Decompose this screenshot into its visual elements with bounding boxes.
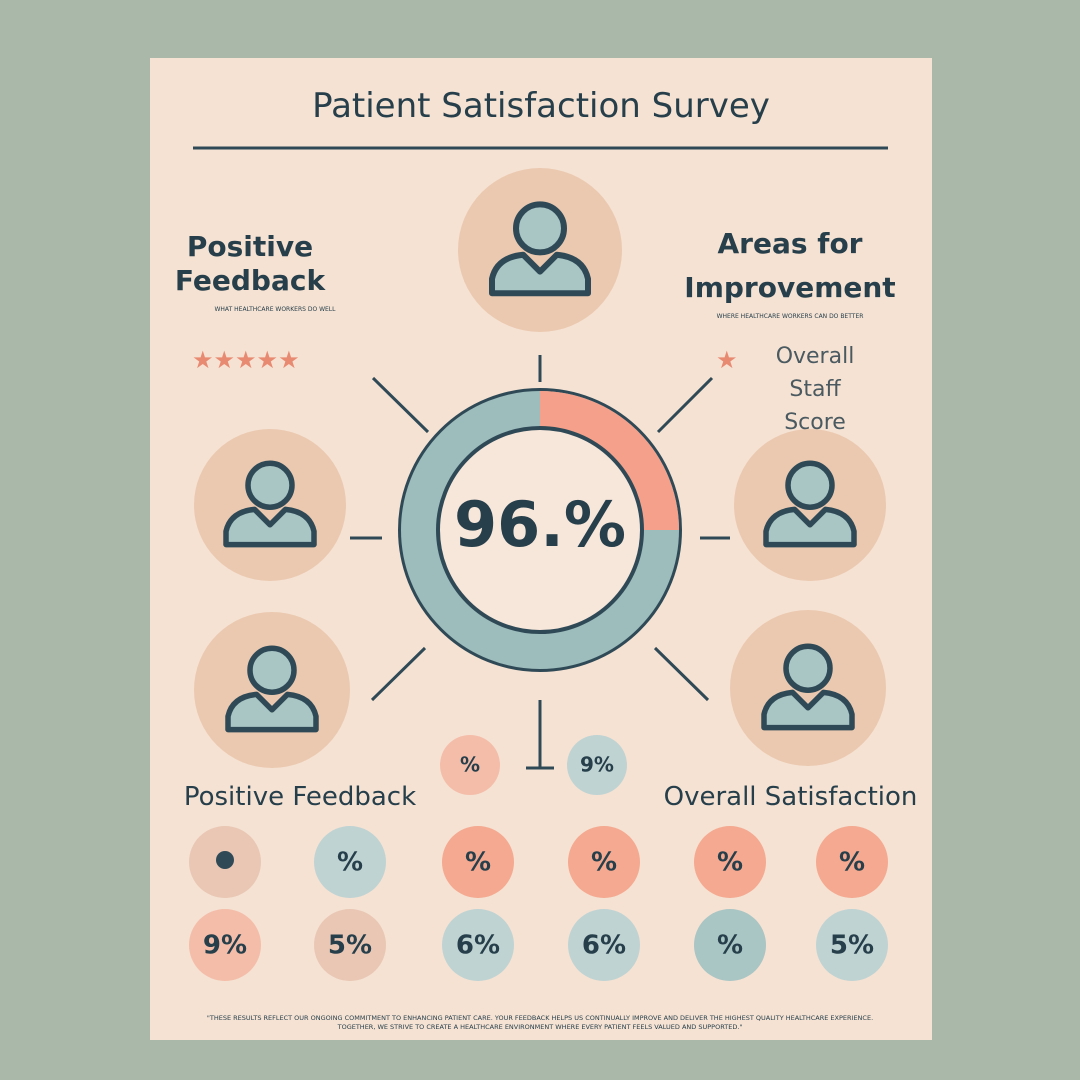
section-label: Overall Satisfaction <box>663 782 918 812</box>
svg-text:★★★★★: ★★★★★ <box>192 346 300 374</box>
staff-score-label: Overall Staff Score <box>775 344 855 435</box>
badge-label: % <box>717 931 743 961</box>
positive-subheading: WHAT HEALTHCARE WORKERS DO WELL <box>214 306 336 313</box>
badge <box>314 826 386 898</box>
improvement-heading: Areas for Improvement <box>684 227 896 304</box>
badge-label: 6% <box>456 931 500 961</box>
badge-label: % <box>337 848 363 878</box>
badge-label: 6% <box>582 931 626 961</box>
footer-note: "THESE RESULTS REFLECT OUR ONGOING COMMI… <box>206 1014 874 1031</box>
badge <box>568 826 640 898</box>
donut <box>398 388 682 672</box>
badge <box>314 909 386 981</box>
badge <box>189 909 261 981</box>
improvement-subheading: WHERE HEALTHCARE WORKERS CAN DO BETTER <box>716 313 864 320</box>
badge <box>568 909 640 981</box>
center-value: 96.% <box>454 488 626 561</box>
title: Patient Satisfaction Survey <box>312 86 770 126</box>
badge-label: 5% <box>328 931 372 961</box>
badge-label: % <box>591 848 617 878</box>
badge-label: 9% <box>580 753 614 777</box>
spokes <box>350 355 730 770</box>
badge-label: 5% <box>830 931 874 961</box>
badge-label: % <box>460 753 480 777</box>
badge <box>442 826 514 898</box>
badge <box>816 826 888 898</box>
stars: ★★★★★ ★ <box>192 346 738 374</box>
section-label: Positive Feedback <box>183 782 417 812</box>
badge <box>694 909 766 981</box>
positive-heading: Positive Feedback <box>174 230 326 297</box>
badge <box>442 909 514 981</box>
badge <box>694 826 766 898</box>
badge-label: % <box>839 848 865 878</box>
svg-text:★: ★ <box>716 346 738 374</box>
badge-label: % <box>717 848 743 878</box>
badge-label: % <box>465 848 491 878</box>
badge-label: 9% <box>203 931 247 961</box>
badges: % 9%%%%% % 9% 5% 6% 6%% 5% <box>189 735 888 981</box>
avatars <box>194 168 886 768</box>
badge <box>816 909 888 981</box>
